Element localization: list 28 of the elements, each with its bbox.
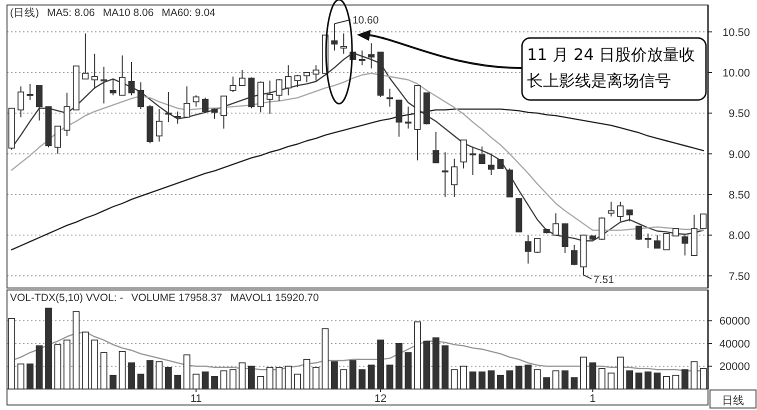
- x-tick-label: 1: [590, 393, 596, 405]
- y-tick-label: 10.00: [722, 68, 750, 80]
- note-high: 10.60: [334, 14, 379, 27]
- y-tick-label: 8.00: [728, 230, 750, 242]
- header-note: MAVOL1 15920.70: [230, 292, 319, 304]
- x-tick-label: 12: [374, 393, 387, 405]
- annotation: 7.51: [593, 274, 614, 286]
- annotation: 10.60: [352, 14, 379, 27]
- header-note: MA60: 9.04: [162, 7, 216, 19]
- header-note: VOL-TDX(5,10) VVOL: -: [10, 292, 124, 304]
- note-low: 7.51: [582, 274, 614, 286]
- y-tick-label: 20000: [719, 361, 750, 374]
- y-tick-label: 10.50: [722, 26, 750, 39]
- x-tick-label: 11: [190, 393, 202, 405]
- header-note: VOLUME 17958.37: [131, 292, 222, 304]
- x-label: 日线: [710, 390, 756, 408]
- callout: 11 月 24 日股价放量收长上影线是离场信号: [521, 37, 707, 101]
- y-tick-label: 7.50: [728, 270, 750, 283]
- y-tick-label: 60000: [719, 316, 750, 328]
- annotation: 11 月 24 日股价放量收长上影线是离场信号: [527, 44, 696, 92]
- y-tick-label: 8.50: [728, 189, 750, 202]
- y-tick-label: 40000: [719, 338, 750, 350]
- header-note: MA5: 8.06: [47, 7, 95, 19]
- header-note: (日线): [10, 7, 39, 19]
- y-tick-label: 9.50: [728, 108, 750, 120]
- header-note: MA10 8.06: [102, 7, 154, 19]
- y-tick-label: 9.00: [728, 148, 750, 161]
- x-axis-title: 日线: [722, 394, 744, 407]
